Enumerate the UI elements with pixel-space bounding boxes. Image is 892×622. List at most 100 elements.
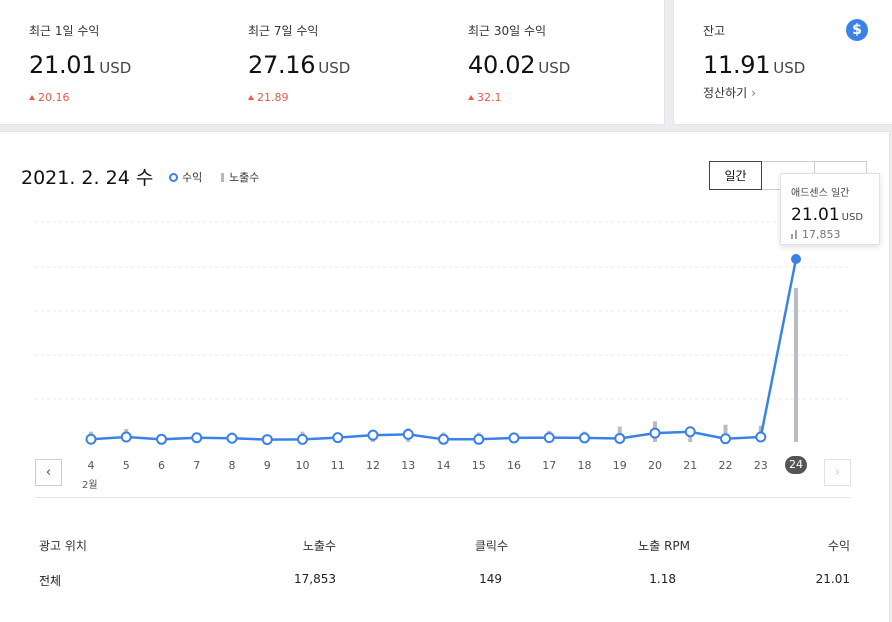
x-tick-label[interactable]: 17 — [542, 459, 557, 472]
divider — [35, 497, 851, 498]
x-tick-label[interactable]: 16 — [507, 459, 521, 472]
x-tick-label[interactable]: 22 — [718, 459, 733, 472]
tooltip-value: 21.01 — [791, 205, 840, 225]
revenue-point — [120, 431, 132, 443]
revenue-point — [543, 432, 555, 444]
stat-value: 27.16 — [248, 51, 316, 79]
table-cell-clicks: 149 — [479, 572, 502, 586]
legend-revenue-label: 수익 — [182, 171, 203, 184]
settle-link[interactable]: 정산하기 › — [703, 84, 756, 101]
tooltip-unit: USD — [841, 212, 864, 223]
stat-unit: USD — [99, 59, 132, 77]
revenue-point — [614, 432, 626, 444]
chart-date-title: 2021. 2. 24 수 — [21, 167, 154, 189]
revenue-point — [402, 428, 414, 440]
month-label: 2월 — [82, 480, 98, 491]
legend-impressions-label: 노출수 — [229, 171, 260, 184]
stat-change: 20.16 — [38, 91, 70, 104]
stat-value: 40.02 — [468, 51, 536, 79]
table-cell-rpm: 1.18 — [649, 572, 676, 586]
revenue-point-selected — [791, 254, 801, 264]
impressions-bar — [794, 288, 798, 442]
x-tick-label[interactable]: 14 — [436, 459, 451, 472]
x-tick-label[interactable]: 4 — [87, 459, 95, 472]
x-tick-label[interactable]: 11 — [330, 459, 345, 472]
balance-label: 잔고 — [703, 24, 726, 38]
x-tick-label[interactable]: 20 — [648, 459, 662, 472]
stat-7day: 최근 7일 수익 27.16 USD 21.89 — [248, 22, 350, 104]
balance-stat: 잔고 11.91 USD — [703, 22, 805, 79]
chevron-right-icon: › — [834, 465, 841, 480]
revenue-point — [438, 433, 449, 445]
increase-arrow-icon — [468, 95, 474, 100]
balance-value: 11.91 — [703, 51, 771, 79]
x-tick-label[interactable]: 19 — [612, 459, 627, 472]
revenue-point — [85, 433, 97, 445]
legend-revenue: 수익 — [169, 169, 202, 185]
next-button[interactable]: › — [824, 459, 851, 486]
settle-link-label: 정산하기 — [703, 86, 748, 100]
revenue-point — [579, 432, 590, 444]
chart-tooltip: 애드센스 일간 21.01 USD 17,853 — [780, 173, 880, 245]
balance-card: 잔고 11.91 USD $ 정산하기 › — [673, 0, 892, 125]
increase-arrow-icon — [29, 95, 35, 100]
stat-label: 최근 7일 수익 — [248, 24, 319, 38]
balance-unit: USD — [773, 59, 806, 77]
table-header-placement: 광고 위치 — [39, 539, 87, 553]
revenue-point — [191, 432, 203, 444]
table-header-clicks: 클릭수 — [474, 539, 508, 553]
revenue-point — [226, 432, 238, 444]
x-tick-label[interactable]: 12 — [366, 459, 380, 472]
stat-label: 최근 30일 수익 — [468, 24, 547, 38]
stat-change: 32.1 — [477, 91, 502, 104]
x-tick-label[interactable]: 15 — [471, 459, 486, 472]
stat-value: 21.01 — [29, 51, 97, 79]
revenue-point — [332, 432, 344, 444]
tooltip-title: 애드센스 일간 — [791, 188, 850, 199]
tab-daily[interactable]: 일간 — [709, 161, 762, 190]
revenue-point — [720, 433, 731, 445]
stat-1day: 최근 1일 수익 21.01 USD 20.16 — [29, 22, 131, 104]
prev-button[interactable]: ‹ — [35, 459, 62, 486]
tooltip-impressions: 17,853 — [802, 228, 841, 241]
revenue-chart-card: 2021. 2. 24 수 수익 노출수 일간 애드센스 일간 21.01 USD… — [0, 131, 890, 622]
legend-impressions: 노출수 — [221, 169, 259, 185]
stat-label: 최근 1일 수익 — [29, 24, 100, 38]
revenue-point — [755, 431, 767, 443]
x-tick-label[interactable]: 13 — [401, 459, 416, 472]
table-cell-impressions: 17,853 — [294, 572, 336, 586]
revenue-point — [473, 433, 485, 445]
x-tick-label[interactable]: 5 — [122, 459, 130, 472]
x-tick-label[interactable]: 21 — [683, 459, 698, 472]
impressions-bars-icon — [791, 230, 799, 239]
summary-stats-card: 최근 1일 수익 21.01 USD 20.16 최근 7일 수익 27.16 US… — [0, 0, 665, 125]
table-header-rpm: 노출 RPM — [638, 539, 690, 553]
table-header-revenue: 수익 — [827, 539, 850, 553]
circle-marker-icon — [169, 173, 178, 182]
stat-30day: 최근 30일 수익 40.02 USD 32.1 — [468, 22, 570, 104]
x-tick-label[interactable]: 7 — [193, 459, 201, 472]
revenue-line — [90, 258, 798, 441]
table-cell-revenue: 21.01 — [815, 572, 850, 586]
stat-unit: USD — [538, 59, 571, 77]
x-tick-label[interactable]: 6 — [158, 459, 165, 472]
increase-arrow-icon — [248, 95, 254, 100]
x-tick-label[interactable]: 10 — [295, 459, 310, 472]
x-tick-label[interactable]: 8 — [228, 459, 236, 472]
revenue-point — [649, 427, 661, 439]
x-tick-label[interactable]: 24 — [785, 456, 807, 474]
x-tick-label[interactable]: 18 — [577, 459, 592, 472]
x-tick-label[interactable]: 9 — [263, 459, 271, 472]
chevron-left-icon: ‹ — [45, 465, 52, 480]
stat-unit: USD — [318, 59, 351, 77]
revenue-point — [156, 433, 167, 445]
table-cell-placement: 전체 — [39, 574, 62, 588]
stat-change: 21.89 — [257, 91, 289, 104]
bar-marker-icon — [221, 173, 224, 182]
revenue-point — [508, 432, 520, 444]
revenue-point — [684, 426, 696, 438]
revenue-point — [297, 433, 308, 445]
x-tick-label[interactable]: 23 — [753, 459, 768, 472]
revenue-chart — [35, 221, 851, 446]
revenue-point — [367, 429, 379, 441]
